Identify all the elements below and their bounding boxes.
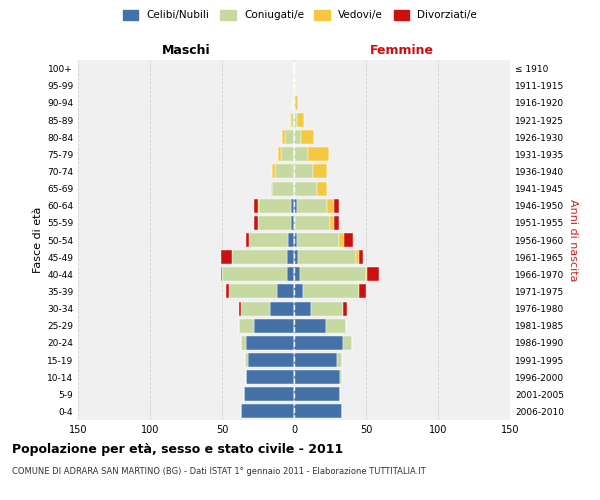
Bar: [302, 284, 359, 298]
Bar: [313, 164, 327, 178]
Bar: [248, 353, 294, 367]
Bar: [294, 370, 340, 384]
Bar: [271, 182, 272, 196]
Bar: [277, 284, 294, 298]
Bar: [250, 233, 288, 247]
Bar: [294, 318, 326, 332]
Bar: [294, 302, 311, 316]
Bar: [326, 318, 346, 332]
Bar: [327, 198, 334, 212]
Bar: [275, 164, 293, 178]
Bar: [269, 302, 294, 316]
Bar: [294, 353, 337, 367]
Bar: [294, 250, 298, 264]
Bar: [221, 250, 232, 264]
Bar: [294, 284, 302, 298]
Bar: [294, 113, 297, 127]
Bar: [294, 148, 308, 162]
Bar: [291, 198, 294, 212]
Bar: [288, 233, 294, 247]
Y-axis label: Fasce di età: Fasce di età: [33, 207, 43, 273]
Bar: [344, 233, 353, 247]
Bar: [272, 164, 275, 178]
Bar: [337, 353, 341, 367]
Bar: [294, 198, 297, 212]
Bar: [254, 198, 258, 212]
Bar: [293, 96, 294, 110]
Bar: [254, 216, 258, 230]
Bar: [317, 182, 327, 196]
Bar: [301, 130, 314, 144]
Bar: [291, 216, 294, 230]
Bar: [356, 250, 359, 264]
Bar: [287, 250, 294, 264]
Bar: [340, 370, 341, 384]
Text: Femmine: Femmine: [370, 44, 434, 57]
Bar: [232, 250, 287, 264]
Bar: [359, 250, 363, 264]
Bar: [294, 233, 297, 247]
Bar: [343, 302, 347, 316]
Bar: [294, 404, 341, 418]
Bar: [286, 130, 294, 144]
Bar: [367, 268, 379, 281]
Bar: [295, 216, 330, 230]
Bar: [244, 388, 294, 402]
Bar: [343, 336, 352, 350]
Bar: [258, 216, 291, 230]
Bar: [291, 113, 294, 127]
Legend: Celibi/Nubili, Coniugati/e, Vedovi/e, Divorziati/e: Celibi/Nubili, Coniugati/e, Vedovi/e, Di…: [123, 10, 477, 20]
Bar: [294, 96, 295, 110]
Bar: [294, 336, 343, 350]
Bar: [222, 268, 287, 281]
Text: COMUNE DI ADRARA SAN MARTINO (BG) - Dati ISTAT 1° gennaio 2011 - Elaborazione TU: COMUNE DI ADRARA SAN MARTINO (BG) - Dati…: [12, 468, 426, 476]
Bar: [221, 268, 222, 281]
Bar: [294, 130, 301, 144]
Bar: [247, 233, 250, 247]
Bar: [259, 198, 291, 212]
Bar: [294, 216, 295, 230]
Bar: [245, 353, 248, 367]
Bar: [294, 268, 300, 281]
Y-axis label: Anni di nascita: Anni di nascita: [568, 198, 578, 281]
Bar: [294, 182, 317, 196]
Bar: [247, 336, 294, 350]
Bar: [293, 164, 294, 178]
Bar: [330, 216, 334, 230]
Bar: [294, 78, 295, 92]
Bar: [294, 388, 340, 402]
Bar: [241, 336, 247, 350]
Bar: [366, 268, 367, 281]
Bar: [226, 284, 229, 298]
Bar: [283, 130, 286, 144]
Bar: [297, 198, 327, 212]
Bar: [290, 113, 291, 127]
Bar: [359, 284, 366, 298]
Bar: [297, 233, 338, 247]
Bar: [294, 164, 313, 178]
Bar: [308, 148, 329, 162]
Bar: [258, 198, 259, 212]
Text: Maschi: Maschi: [161, 44, 211, 57]
Bar: [281, 148, 294, 162]
Bar: [334, 216, 338, 230]
Bar: [311, 302, 343, 316]
Bar: [334, 198, 338, 212]
Bar: [298, 250, 356, 264]
Bar: [278, 148, 281, 162]
Bar: [229, 284, 277, 298]
Bar: [272, 182, 294, 196]
Bar: [247, 370, 294, 384]
Bar: [241, 302, 269, 316]
Bar: [295, 96, 298, 110]
Bar: [239, 302, 241, 316]
Bar: [287, 268, 294, 281]
Bar: [297, 113, 304, 127]
Bar: [254, 318, 294, 332]
Bar: [239, 318, 254, 332]
Text: Popolazione per età, sesso e stato civile - 2011: Popolazione per età, sesso e stato civil…: [12, 442, 343, 456]
Bar: [338, 233, 344, 247]
Bar: [241, 404, 294, 418]
Bar: [300, 268, 366, 281]
